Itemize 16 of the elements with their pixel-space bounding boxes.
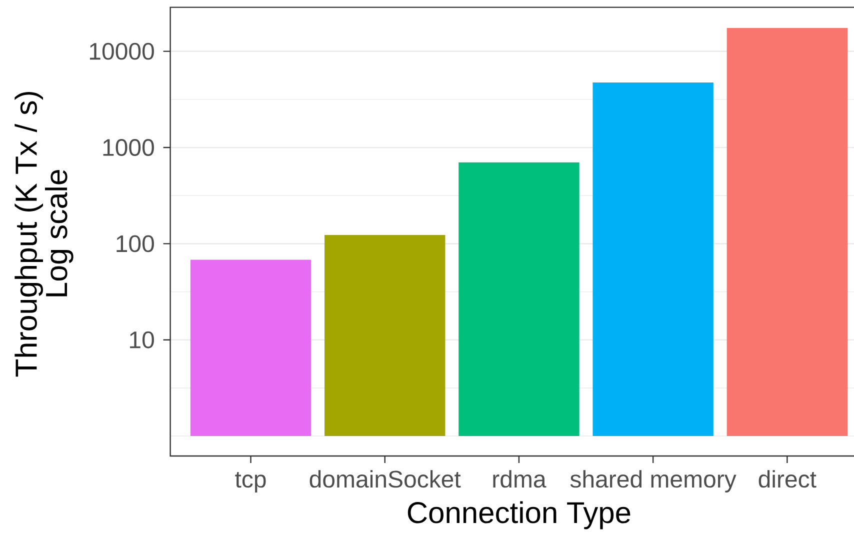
bar <box>458 162 580 436</box>
y-axis-title: Throughput (K Tx / s) Log scale <box>14 92 74 377</box>
x-tick-label: domainSocket <box>310 470 461 488</box>
bar <box>726 28 848 436</box>
bar <box>324 235 446 436</box>
x-tick-label: tcp <box>235 472 266 492</box>
y-tick-label: 10 <box>130 331 154 348</box>
y-tick-label: 1000 <box>103 139 154 156</box>
x-tick-label: rdma <box>493 470 546 488</box>
y-tick-label: 100 <box>116 235 154 252</box>
bar <box>190 260 312 436</box>
x-tick-label: shared memory <box>570 470 736 492</box>
bar <box>592 82 714 436</box>
y-tick-label: 10000 <box>90 42 154 60</box>
x-tick-label: direct <box>758 470 816 488</box>
x-axis-title: Connection Type <box>408 501 630 530</box>
